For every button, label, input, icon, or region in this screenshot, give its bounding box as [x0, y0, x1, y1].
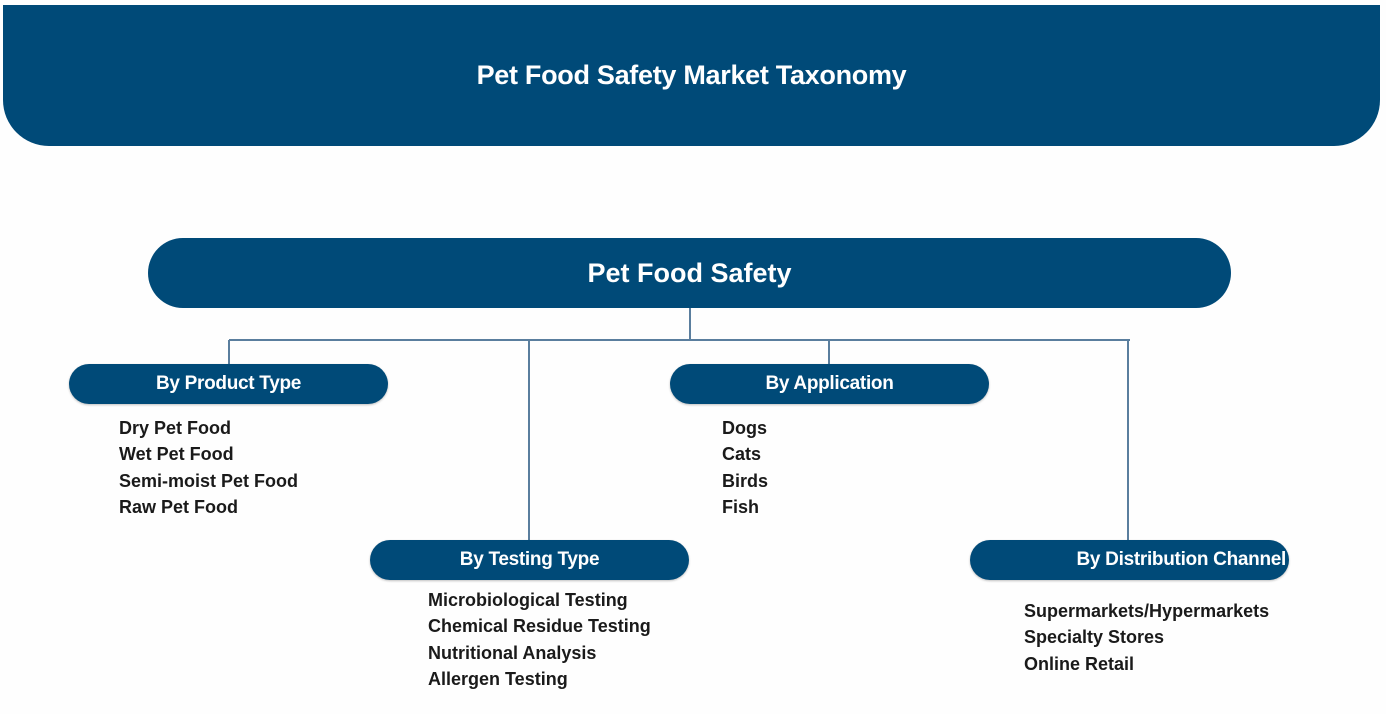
list-item: Dry Pet Food [119, 418, 232, 438]
connector-root-stem [689, 308, 691, 341]
list-item: Wet Pet Food [119, 444, 234, 465]
connector-application [828, 340, 830, 364]
testing-type-list: Microbiological Testing Chemical Residue… [428, 587, 651, 692]
category-distribution-channel: By Distribution Channel [970, 540, 1289, 580]
page-title: Pet Food Safety Market Taxonomy [476, 60, 907, 90]
category-product-type: By Product Type [69, 364, 388, 404]
list-item: Dogs [722, 418, 767, 438]
list-item: Chemical Residue Testing [428, 616, 651, 637]
list-item: Fish [722, 496, 760, 517]
connector-horizontal [229, 339, 1130, 341]
connector-testing-type [528, 340, 530, 540]
list-item: Microbiological Testing [428, 590, 628, 610]
connector-product-type [228, 340, 230, 364]
category-testing-type: By Testing Type [370, 540, 689, 580]
product-type-list: Dry Pet Food Wet Pet Food Semi-moist Pet… [119, 415, 298, 520]
list-item: Cats [722, 444, 762, 465]
list-item: Specialty Stores [1024, 627, 1165, 648]
connector-distribution [1127, 340, 1129, 540]
list-item: Semi-moist Pet Food [119, 470, 299, 491]
title-banner: Pet Food Safety Market Taxonomy [3, 5, 1380, 146]
list-item: Birds [722, 470, 769, 491]
category-application: By Application [670, 364, 989, 404]
distribution-channel-list: Supermarkets/Hypermarkets Specialty Stor… [1024, 598, 1269, 677]
list-item: Online Retail [1024, 653, 1135, 674]
list-item: Raw Pet Food [119, 496, 239, 517]
list-item: Nutritional Analysis [428, 642, 597, 663]
application-list: Dogs Cats Birds Fish [722, 415, 768, 520]
list-item: Allergen Testing [428, 668, 568, 689]
root-node: Pet Food Safety [148, 238, 1231, 308]
list-item: Supermarkets/Hypermarkets [1024, 601, 1270, 621]
